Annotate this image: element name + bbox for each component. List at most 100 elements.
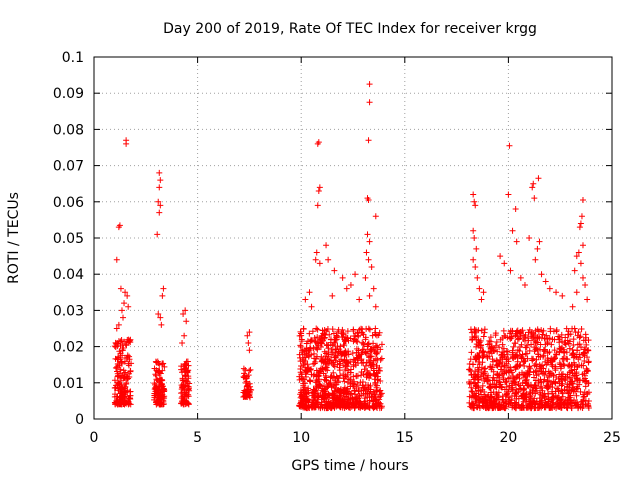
data-point	[299, 400, 306, 407]
data-point	[499, 359, 506, 366]
data-point	[584, 367, 591, 374]
data-point	[153, 399, 160, 406]
data-point	[308, 402, 315, 409]
data-point	[513, 238, 520, 245]
data-point	[125, 398, 132, 405]
data-point	[526, 363, 533, 370]
data-point	[358, 392, 365, 399]
data-point	[492, 330, 499, 337]
data-point	[158, 321, 165, 328]
data-point	[342, 347, 349, 354]
data-point	[181, 387, 188, 394]
data-point	[370, 357, 377, 364]
data-point	[554, 385, 561, 392]
data-point	[476, 405, 483, 412]
data-point	[111, 377, 118, 384]
data-point	[570, 336, 577, 343]
data-point	[112, 382, 119, 389]
data-point	[538, 271, 545, 278]
data-point	[122, 289, 129, 296]
data-point	[559, 370, 566, 377]
data-point	[179, 339, 186, 346]
data-point	[493, 357, 500, 364]
data-point	[524, 342, 531, 349]
x-tick-label: 20	[499, 430, 517, 446]
data-point	[330, 369, 337, 376]
data-point	[301, 364, 308, 371]
data-point	[579, 401, 586, 408]
data-point	[576, 362, 583, 369]
data-point	[183, 398, 190, 405]
chart-title: Day 200 of 2019, Rate Of TEC Index for r…	[163, 21, 537, 37]
data-point	[513, 374, 520, 381]
data-point	[513, 395, 520, 402]
data-point	[297, 343, 304, 350]
data-point	[113, 400, 120, 407]
data-point	[538, 378, 545, 385]
data-point	[335, 387, 342, 394]
data-point	[519, 351, 526, 358]
data-point	[510, 343, 517, 350]
data-point	[538, 335, 545, 342]
data-point	[577, 388, 584, 395]
data-point	[490, 374, 497, 381]
data-point	[582, 282, 589, 289]
data-point	[526, 347, 533, 354]
data-point	[340, 371, 347, 378]
data-point	[542, 278, 549, 285]
data-point	[514, 347, 521, 354]
data-point	[160, 395, 167, 402]
data-point	[542, 341, 549, 348]
data-point	[548, 361, 555, 368]
data-point	[323, 374, 330, 381]
data-point	[571, 372, 578, 379]
data-point	[492, 394, 499, 401]
data-point	[377, 393, 384, 400]
data-point	[113, 256, 120, 263]
data-point	[583, 341, 590, 348]
data-point	[313, 325, 320, 332]
data-point	[518, 355, 525, 362]
data-point	[158, 380, 165, 387]
data-point	[545, 396, 552, 403]
data-point	[120, 367, 127, 374]
data-point	[156, 367, 163, 374]
data-point	[470, 256, 477, 263]
data-point	[574, 377, 581, 384]
data-point	[567, 374, 574, 381]
data-point	[506, 396, 513, 403]
data-point	[522, 358, 529, 365]
data-point	[505, 191, 512, 198]
grid-lines	[94, 57, 612, 419]
data-point	[472, 353, 479, 360]
data-point	[579, 196, 586, 203]
data-point	[363, 249, 370, 256]
data-point	[521, 282, 528, 289]
data-point	[365, 137, 372, 144]
y-tick-label: 0.04	[53, 267, 84, 283]
data-point	[511, 340, 518, 347]
data-point	[119, 352, 126, 359]
data-point	[124, 387, 131, 394]
data-point	[370, 285, 377, 292]
data-point	[553, 289, 560, 296]
data-point	[315, 187, 322, 194]
data-point	[345, 337, 352, 344]
data-point	[361, 398, 368, 405]
data-point	[585, 389, 592, 396]
data-point	[372, 343, 379, 350]
data-point	[487, 385, 494, 392]
data-point	[156, 184, 163, 191]
data-point	[513, 351, 520, 358]
data-point	[338, 330, 345, 337]
data-point	[578, 344, 585, 351]
data-point	[323, 242, 330, 249]
data-point	[245, 386, 252, 393]
data-point	[328, 359, 335, 366]
data-point	[127, 392, 134, 399]
data-point	[362, 274, 369, 281]
data-point	[507, 267, 514, 274]
data-point	[312, 256, 319, 263]
y-axis-title: ROTI / TECUs	[6, 192, 22, 284]
